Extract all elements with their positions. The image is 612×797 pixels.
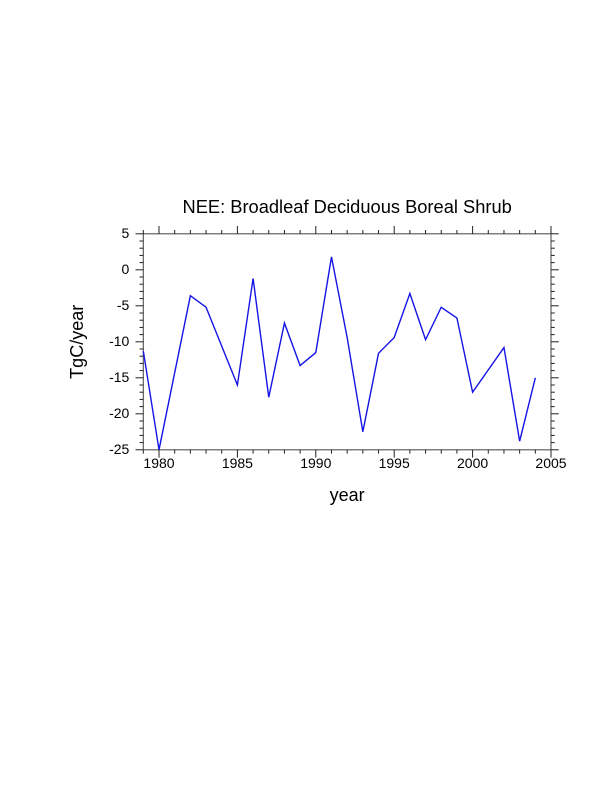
svg-text:TgC/year: TgC/year	[67, 305, 87, 379]
svg-text:1995: 1995	[379, 455, 410, 471]
svg-text:year: year	[330, 485, 365, 505]
svg-text:0: 0	[122, 261, 130, 277]
svg-text:-10: -10	[109, 333, 129, 349]
svg-text:-15: -15	[109, 369, 129, 385]
svg-text:1990: 1990	[300, 455, 331, 471]
svg-text:-5: -5	[117, 297, 130, 313]
svg-text:5: 5	[122, 225, 130, 241]
svg-text:2000: 2000	[457, 455, 488, 471]
svg-text:-20: -20	[109, 405, 129, 421]
svg-text:2005: 2005	[535, 455, 566, 471]
svg-text:1985: 1985	[222, 455, 253, 471]
svg-text:1980: 1980	[143, 455, 174, 471]
svg-text:-25: -25	[109, 441, 129, 457]
svg-text:NEE: Broadleaf Deciduous Borea: NEE: Broadleaf Deciduous Boreal Shrub	[183, 196, 512, 217]
